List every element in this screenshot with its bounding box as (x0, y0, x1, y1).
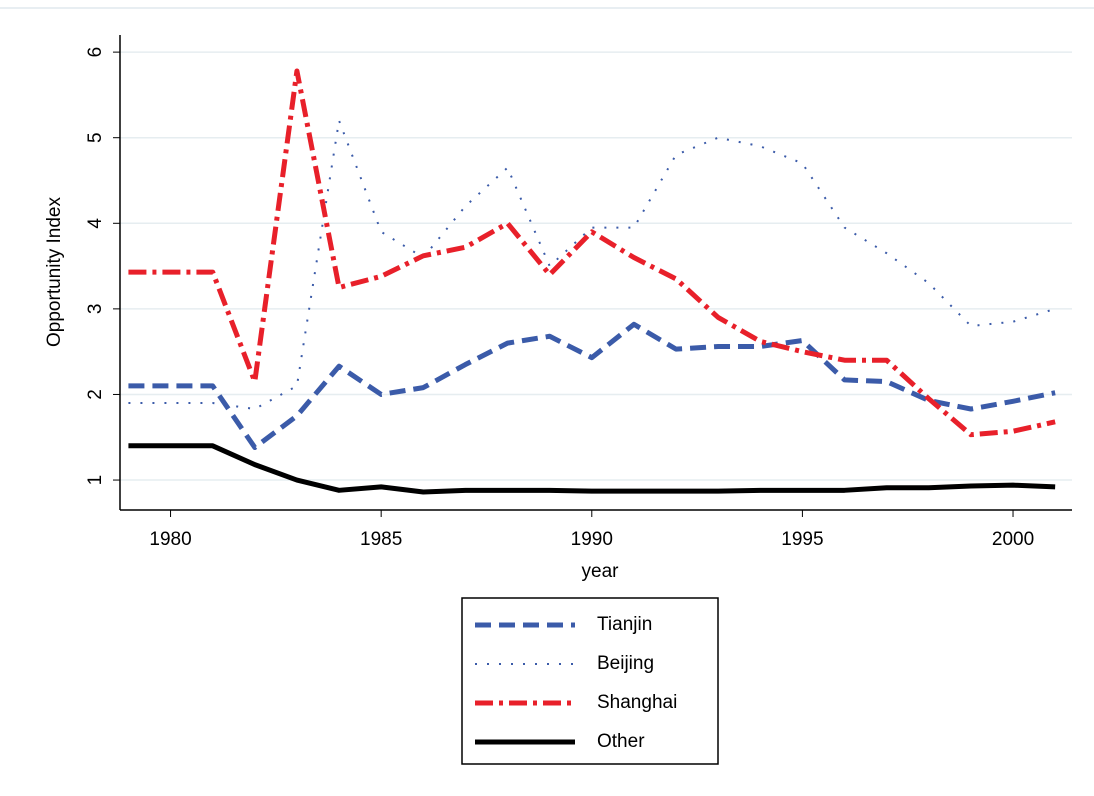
x-tick-label: 2000 (992, 529, 1034, 550)
x-tick-label: 1990 (571, 529, 613, 550)
y-tick-label: 6 (85, 47, 106, 58)
series-line (128, 119, 1056, 411)
y-tick-label: 3 (85, 304, 106, 315)
legend-label: Tianjin (597, 614, 652, 635)
x-axis-title: year (582, 561, 620, 582)
y-tick-label: 5 (85, 132, 106, 143)
y-tick-label: 2 (85, 389, 106, 400)
x-tick-label: 1985 (360, 529, 402, 550)
legend-label: Other (597, 731, 645, 752)
x-tick-label: 1980 (149, 529, 191, 550)
series-line (128, 443, 1056, 495)
x-tick-label: 1995 (781, 529, 823, 550)
legend-label: Shanghai (597, 692, 677, 713)
legend-label: Beijing (597, 653, 654, 674)
y-tick-label: 1 (85, 475, 106, 486)
y-axis-title: Opportunity Index (44, 197, 65, 347)
y-tick-label: 4 (85, 218, 106, 229)
series-line (128, 321, 1056, 451)
series-line (128, 68, 1056, 438)
